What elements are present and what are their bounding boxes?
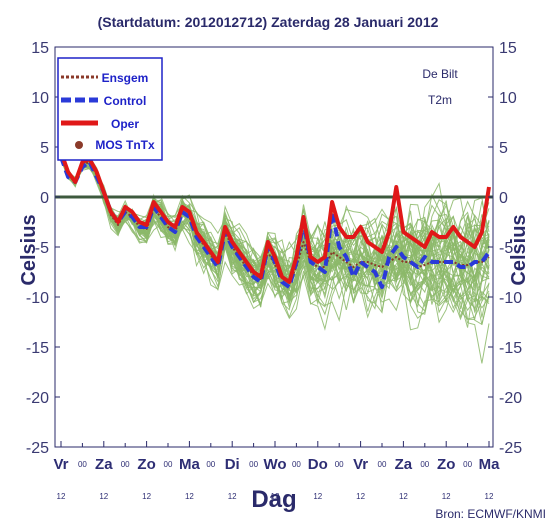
x-midnight-label: 00 xyxy=(121,460,130,469)
y-axis-right: 15 10 5 0 -5 -10 -15 -20 -25 xyxy=(488,40,522,457)
x-tick-label: Do xyxy=(308,456,328,473)
x-axis-title: Dag xyxy=(251,486,296,513)
y-tick-label-right: 15 xyxy=(499,40,517,57)
x-tick-label: Vr xyxy=(53,456,68,473)
y-tick-label-left: -10 xyxy=(26,290,49,307)
x-tick-label: Di xyxy=(225,456,240,473)
y-tick-label-right: 10 xyxy=(499,90,517,107)
x-midnight-label: 00 xyxy=(164,460,173,469)
x-midnight-label: 00 xyxy=(463,460,472,469)
hour-label: 12 xyxy=(57,492,66,501)
x-tick-label: Ma xyxy=(179,456,200,473)
x-midnight-label: 00 xyxy=(335,460,344,469)
hour-label: 12 xyxy=(185,492,194,501)
source-label: Bron: ECMWF/KNMI xyxy=(435,507,546,521)
hour-label: 12 xyxy=(142,492,151,501)
x-axis: Vr 12 00 Za 12 00 Zo 12 00 Ma 12 00 Di 12 00 Wo 12 00 Do 12… xyxy=(53,441,500,501)
x-midnight-label: 00 xyxy=(420,460,429,469)
x-tick-label: Za xyxy=(95,456,113,473)
legend-label-control: Control xyxy=(104,94,147,108)
y-tick-label-left: -25 xyxy=(26,440,49,457)
series-line-oper xyxy=(59,151,491,284)
hour-label: 12 xyxy=(99,492,108,501)
location-label: De Bilt xyxy=(422,67,458,81)
y-tick-label-left: -20 xyxy=(26,390,49,407)
legend-label-oper: Oper xyxy=(111,117,139,131)
hour-label: 12 xyxy=(442,492,451,501)
legend-label-ensgem: Ensgem xyxy=(102,71,149,85)
x-midnight-label: 00 xyxy=(78,460,87,469)
hour-label: 12 xyxy=(271,492,280,501)
y-tick-label-right: -25 xyxy=(499,440,522,457)
hour-label: 12 xyxy=(228,492,237,501)
hour-label: 12 xyxy=(485,492,494,501)
legend: Ensgem Control Oper MOS TnTx xyxy=(57,57,163,161)
y-axis-left: 15 10 5 0 -5 -10 -15 -20 -25 xyxy=(26,40,60,457)
x-midnight-label: 00 xyxy=(249,460,258,469)
y-tick-label-left: 15 xyxy=(31,40,49,57)
legend-box xyxy=(57,57,163,161)
x-midnight-label: 00 xyxy=(292,460,301,469)
x-tick-label: Zo xyxy=(137,456,155,473)
hour-label: 12 xyxy=(399,492,408,501)
x-tick-label: Vr xyxy=(353,456,368,473)
legend-label-mos: MOS TnTx xyxy=(95,138,155,152)
y-tick-label-left: -5 xyxy=(35,240,49,257)
y-tick-label-right: 5 xyxy=(499,140,508,157)
ensemble-member-line xyxy=(60,159,490,308)
variable-label: T2m xyxy=(428,93,452,107)
y-axis-title-left: Celsius xyxy=(18,214,40,285)
x-tick-label: Wo xyxy=(263,456,286,473)
y-tick-label-right: -5 xyxy=(499,240,513,257)
x-tick-label: Ma xyxy=(479,456,500,473)
x-tick-label: Zo xyxy=(437,456,455,473)
y-tick-label-right: 0 xyxy=(499,190,508,207)
hour-label: 12 xyxy=(313,492,322,501)
y-tick-label-right: -10 xyxy=(499,290,522,307)
y-tick-label-right: -15 xyxy=(499,340,522,357)
y-tick-label-left: 0 xyxy=(40,190,49,207)
legend-swatch-mos xyxy=(75,141,83,149)
y-tick-label-left: 5 xyxy=(40,140,49,157)
x-midnight-label: 00 xyxy=(378,460,387,469)
y-tick-label-left: -15 xyxy=(26,340,49,357)
chart-title: (Startdatum: 2012012712) Zaterdag 28 Jan… xyxy=(98,14,439,30)
x-tick-label: Za xyxy=(395,456,413,473)
series-lines xyxy=(59,151,491,289)
y-tick-label-left: 10 xyxy=(31,90,49,107)
x-midnight-label: 00 xyxy=(206,460,215,469)
y-axis-title-right: Celsius xyxy=(508,214,530,285)
y-tick-label-right: -20 xyxy=(499,390,522,407)
hour-label: 12 xyxy=(356,492,365,501)
